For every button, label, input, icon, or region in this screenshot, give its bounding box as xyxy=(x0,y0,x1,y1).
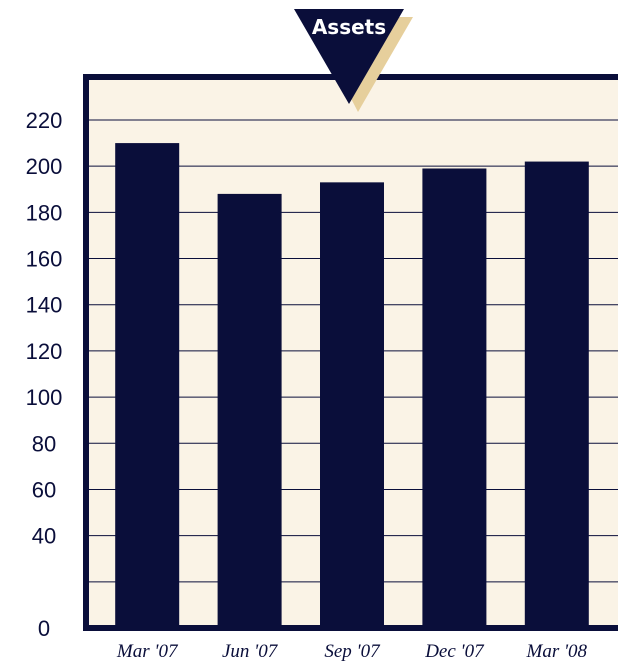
y-tick-label: 80 xyxy=(32,431,56,456)
title-banner: Assets xyxy=(294,9,413,112)
y-tick-label: 60 xyxy=(32,477,56,502)
y-tick-label: 100 xyxy=(26,385,63,410)
x-tick-label: Mar '07 xyxy=(116,641,179,662)
y-tick-label: 200 xyxy=(26,154,63,179)
chart-title: Assets xyxy=(312,15,386,39)
x-axis-ticks: Mar '07 Jun '07 Sep '07 Dec '07 Mar '08 xyxy=(116,641,588,662)
y-tick-label: 40 xyxy=(32,524,56,549)
bar xyxy=(524,161,589,628)
bars xyxy=(115,143,589,628)
y-tick-label: 220 xyxy=(26,108,63,133)
bar xyxy=(320,182,384,628)
x-tick-label: Jun '07 xyxy=(222,641,279,662)
bar xyxy=(422,168,487,628)
y-tick-label: 140 xyxy=(26,293,63,318)
x-tick-label: Sep '07 xyxy=(324,641,381,662)
y-tick-label: 120 xyxy=(26,339,63,364)
bar xyxy=(217,193,282,628)
title-banner-triangle xyxy=(294,9,404,104)
y-tick-label: 0 xyxy=(38,616,50,641)
bar xyxy=(115,143,180,628)
y-tick-label: 160 xyxy=(26,247,63,272)
x-tick-label: Mar '08 xyxy=(526,641,588,662)
x-tick-label: Dec '07 xyxy=(424,641,485,662)
y-axis-ticks: 0 40 60 80 100 120 140 160 180 200 220 xyxy=(26,108,63,641)
y-tick-label: 180 xyxy=(26,200,63,225)
